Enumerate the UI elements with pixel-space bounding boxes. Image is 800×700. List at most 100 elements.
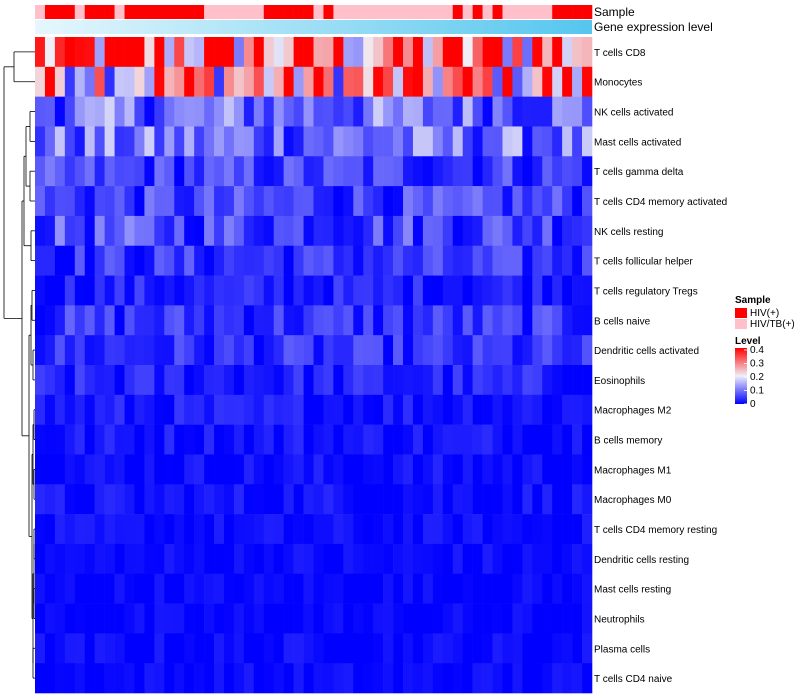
sample-annotation-cell [303, 5, 314, 19]
heatmap-cell [233, 514, 245, 545]
heatmap-cell [174, 454, 185, 485]
heatmap-cell [54, 96, 66, 127]
heatmap-cell [512, 424, 523, 455]
heatmap-cell [582, 424, 593, 455]
heatmap-cell [243, 484, 255, 515]
heatmap-cell [472, 305, 483, 336]
heatmap-cell [313, 275, 324, 306]
heatmap-cell [353, 275, 364, 306]
heatmap-cell [333, 66, 344, 97]
heatmap-cell [243, 126, 255, 157]
heatmap-cell [353, 573, 364, 604]
heatmap-cell [243, 663, 255, 694]
heatmap-cell [462, 633, 473, 664]
heatmap-cell [572, 37, 583, 68]
heatmap-cell [452, 663, 463, 694]
heatmap-cell [74, 394, 86, 425]
heatmap-cell [353, 96, 364, 127]
sample-annotation-cell [432, 5, 444, 19]
heatmap-cell [542, 603, 553, 634]
heatmap-cell [572, 245, 583, 276]
heatmap-cell [64, 365, 76, 396]
heatmap-cell [522, 633, 533, 664]
heatmap-cell [94, 484, 105, 515]
heatmap-cell [124, 394, 135, 425]
heatmap-cell [283, 215, 294, 247]
heatmap-cell [383, 484, 394, 515]
heatmap-cell [154, 66, 165, 97]
heatmap-cell [542, 633, 553, 664]
heatmap-cell [84, 514, 95, 545]
heatmap-cell [144, 484, 155, 515]
heatmap-cell [114, 514, 125, 545]
heatmap-cell [363, 573, 374, 604]
heatmap-cell [273, 37, 284, 68]
heatmap-cell [522, 215, 533, 247]
heatmap-cell [243, 156, 255, 187]
heatmap-cell [184, 573, 195, 604]
heatmap-cell [204, 245, 215, 276]
heatmap-cell [94, 543, 105, 575]
heatmap-cell [263, 126, 275, 157]
heatmap-cell [223, 215, 235, 247]
heatmap-cell [482, 454, 493, 485]
heatmap-cell [472, 275, 483, 306]
heatmap-cell [144, 96, 155, 127]
heatmap-cell [94, 514, 105, 545]
heatmap-cell [363, 663, 374, 694]
row-label: Plasma cells [594, 644, 650, 655]
heatmap-cell [35, 514, 46, 545]
heatmap-cell [582, 633, 593, 664]
heatmap-cell [233, 633, 245, 664]
heatmap-cell [233, 603, 245, 634]
heatmap-cell [482, 156, 493, 187]
heatmap-cell [303, 543, 314, 575]
sample-annotation-cell [223, 5, 235, 19]
heatmap-cell [532, 156, 543, 187]
heatmap-cell [154, 156, 165, 187]
heatmap-cell [214, 663, 225, 694]
heatmap-cell [214, 514, 225, 545]
heatmap-cell [144, 275, 155, 306]
heatmap-cell [363, 37, 374, 68]
level-tick-label: 0 [750, 399, 756, 410]
heatmap-cell [184, 394, 195, 425]
heatmap-cell [333, 365, 344, 396]
heatmap-cell [403, 66, 414, 97]
heatmap-cell [452, 37, 463, 68]
heatmap-cell [64, 335, 76, 366]
heatmap-cell [492, 633, 503, 664]
heatmap-cell [502, 305, 513, 336]
heatmap-cell [353, 663, 364, 694]
heatmap-cell [552, 365, 563, 396]
heatmap-cell [174, 96, 185, 127]
heatmap-cell [104, 96, 115, 127]
heatmap-cell [124, 96, 135, 127]
heatmap-cell [542, 365, 553, 396]
gene-expression-track [35, 20, 592, 34]
legend-swatch-hiv [735, 308, 747, 318]
heatmap-cell [343, 424, 354, 455]
heatmap-cell [214, 603, 225, 634]
heatmap-cell [74, 603, 86, 634]
sample-annotation-cell [482, 5, 493, 19]
sample-annotation-cell [383, 5, 394, 19]
heatmap-cell [313, 66, 324, 97]
heatmap-cell [363, 603, 374, 634]
heatmap-cell [134, 156, 145, 187]
heatmap-cell [44, 633, 56, 664]
heatmap-cell [452, 126, 463, 157]
heatmap-cell [492, 245, 503, 276]
heatmap-cell [552, 156, 563, 187]
heatmap-cell [552, 663, 563, 694]
sample-annotation-cell [582, 5, 593, 19]
heatmap-cell [114, 335, 125, 366]
heatmap-cell [333, 275, 344, 306]
heatmap-cell [363, 245, 374, 276]
heatmap-cell [174, 37, 185, 68]
heatmap-cell [214, 37, 225, 68]
heatmap-cell [303, 245, 314, 276]
heatmap-cell [134, 335, 145, 366]
heatmap-cell [502, 573, 513, 604]
heatmap-cell [502, 365, 513, 396]
